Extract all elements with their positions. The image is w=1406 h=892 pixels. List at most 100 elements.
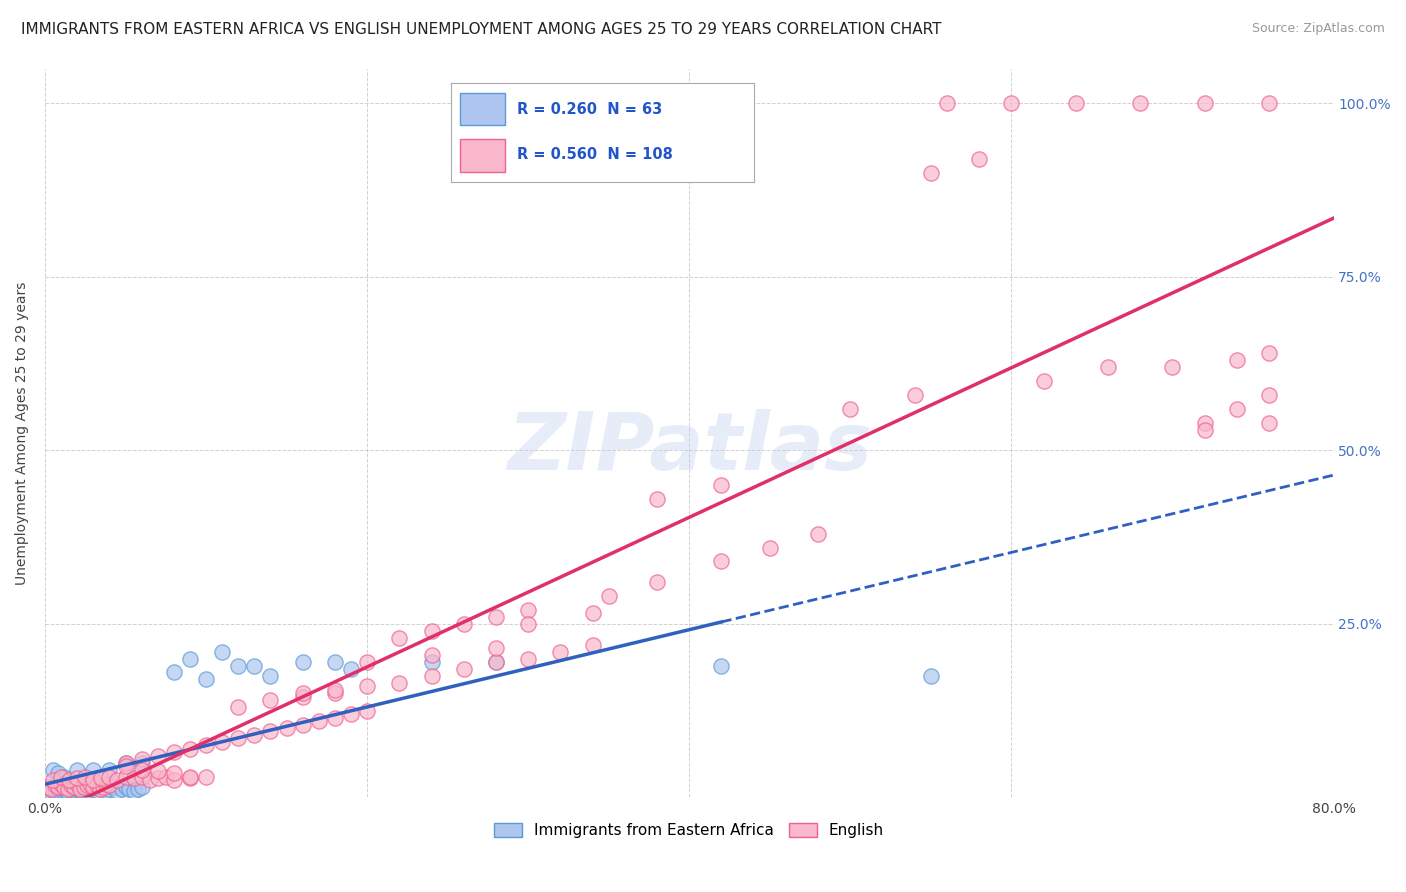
Point bbox=[98, 770, 121, 784]
Point bbox=[44, 778, 66, 792]
Point bbox=[42, 780, 65, 794]
Point bbox=[453, 616, 475, 631]
Point bbox=[49, 780, 72, 794]
Point bbox=[308, 714, 330, 728]
Point bbox=[1258, 346, 1281, 360]
Point bbox=[118, 782, 141, 797]
Point bbox=[56, 782, 79, 797]
Point bbox=[710, 478, 733, 492]
Point bbox=[243, 658, 266, 673]
Point bbox=[226, 658, 249, 673]
Point bbox=[131, 780, 153, 794]
Point bbox=[645, 575, 668, 590]
Point bbox=[41, 782, 63, 797]
Point bbox=[65, 783, 87, 797]
Point bbox=[77, 782, 100, 797]
Point bbox=[1032, 374, 1054, 388]
Point bbox=[86, 778, 108, 792]
Point bbox=[904, 388, 927, 402]
Point bbox=[38, 785, 60, 799]
Point bbox=[839, 401, 862, 416]
Point bbox=[59, 782, 82, 797]
Point bbox=[49, 776, 72, 790]
Point bbox=[70, 785, 93, 799]
Point bbox=[45, 785, 67, 799]
Point bbox=[89, 780, 111, 794]
Point bbox=[56, 785, 79, 799]
Point bbox=[356, 655, 378, 669]
Y-axis label: Unemployment Among Ages 25 to 29 years: Unemployment Among Ages 25 to 29 years bbox=[15, 281, 30, 584]
Point bbox=[1129, 96, 1152, 111]
Point bbox=[98, 782, 121, 797]
Point bbox=[163, 665, 186, 680]
Point bbox=[291, 655, 314, 669]
Point bbox=[356, 679, 378, 693]
Point bbox=[107, 783, 129, 797]
Point bbox=[67, 780, 90, 794]
Point bbox=[41, 782, 63, 797]
Point bbox=[710, 554, 733, 568]
Point bbox=[710, 658, 733, 673]
Point bbox=[82, 773, 104, 788]
Point bbox=[59, 778, 82, 792]
Point bbox=[323, 682, 346, 697]
Point bbox=[323, 710, 346, 724]
Point bbox=[122, 783, 145, 797]
Point bbox=[60, 783, 83, 797]
Point bbox=[82, 782, 104, 797]
Point bbox=[485, 641, 508, 656]
Point bbox=[1258, 96, 1281, 111]
Point bbox=[291, 690, 314, 704]
Point bbox=[89, 782, 111, 797]
Text: Source: ZipAtlas.com: Source: ZipAtlas.com bbox=[1251, 22, 1385, 36]
Point bbox=[259, 724, 281, 739]
Point bbox=[340, 662, 363, 676]
Point bbox=[758, 541, 780, 555]
Point bbox=[66, 782, 89, 797]
Point bbox=[46, 780, 69, 794]
Point bbox=[1194, 96, 1216, 111]
Point bbox=[259, 669, 281, 683]
Point bbox=[82, 763, 104, 777]
Point bbox=[179, 770, 201, 784]
Point bbox=[53, 782, 76, 797]
Point bbox=[79, 783, 101, 797]
Point bbox=[967, 152, 990, 166]
Point bbox=[91, 780, 114, 794]
Point bbox=[179, 742, 201, 756]
Point bbox=[72, 782, 94, 797]
Point bbox=[291, 717, 314, 731]
Point bbox=[581, 607, 603, 621]
Point bbox=[96, 783, 118, 797]
Point bbox=[114, 770, 136, 784]
Point bbox=[226, 731, 249, 746]
Point bbox=[179, 771, 201, 785]
Point bbox=[72, 780, 94, 794]
Point bbox=[1226, 401, 1249, 416]
Point bbox=[920, 669, 942, 683]
Point bbox=[1161, 359, 1184, 374]
Point bbox=[58, 780, 80, 794]
Text: IMMIGRANTS FROM EASTERN AFRICA VS ENGLISH UNEMPLOYMENT AMONG AGES 25 TO 29 YEARS: IMMIGRANTS FROM EASTERN AFRICA VS ENGLIS… bbox=[21, 22, 942, 37]
Point bbox=[42, 763, 65, 777]
Point bbox=[138, 773, 160, 788]
Point bbox=[155, 770, 177, 784]
Point bbox=[936, 96, 959, 111]
Point bbox=[86, 783, 108, 797]
Point bbox=[114, 756, 136, 770]
Point bbox=[101, 780, 124, 794]
Point bbox=[114, 756, 136, 770]
Point bbox=[46, 766, 69, 780]
Point bbox=[1064, 96, 1087, 111]
Point bbox=[517, 616, 540, 631]
Point bbox=[211, 735, 233, 749]
Point bbox=[485, 655, 508, 669]
Point bbox=[55, 783, 77, 797]
Point bbox=[163, 745, 186, 759]
Point bbox=[517, 603, 540, 617]
Point bbox=[69, 782, 91, 797]
Point bbox=[82, 780, 104, 794]
Point bbox=[453, 662, 475, 676]
Point bbox=[52, 783, 75, 797]
Point bbox=[53, 770, 76, 784]
